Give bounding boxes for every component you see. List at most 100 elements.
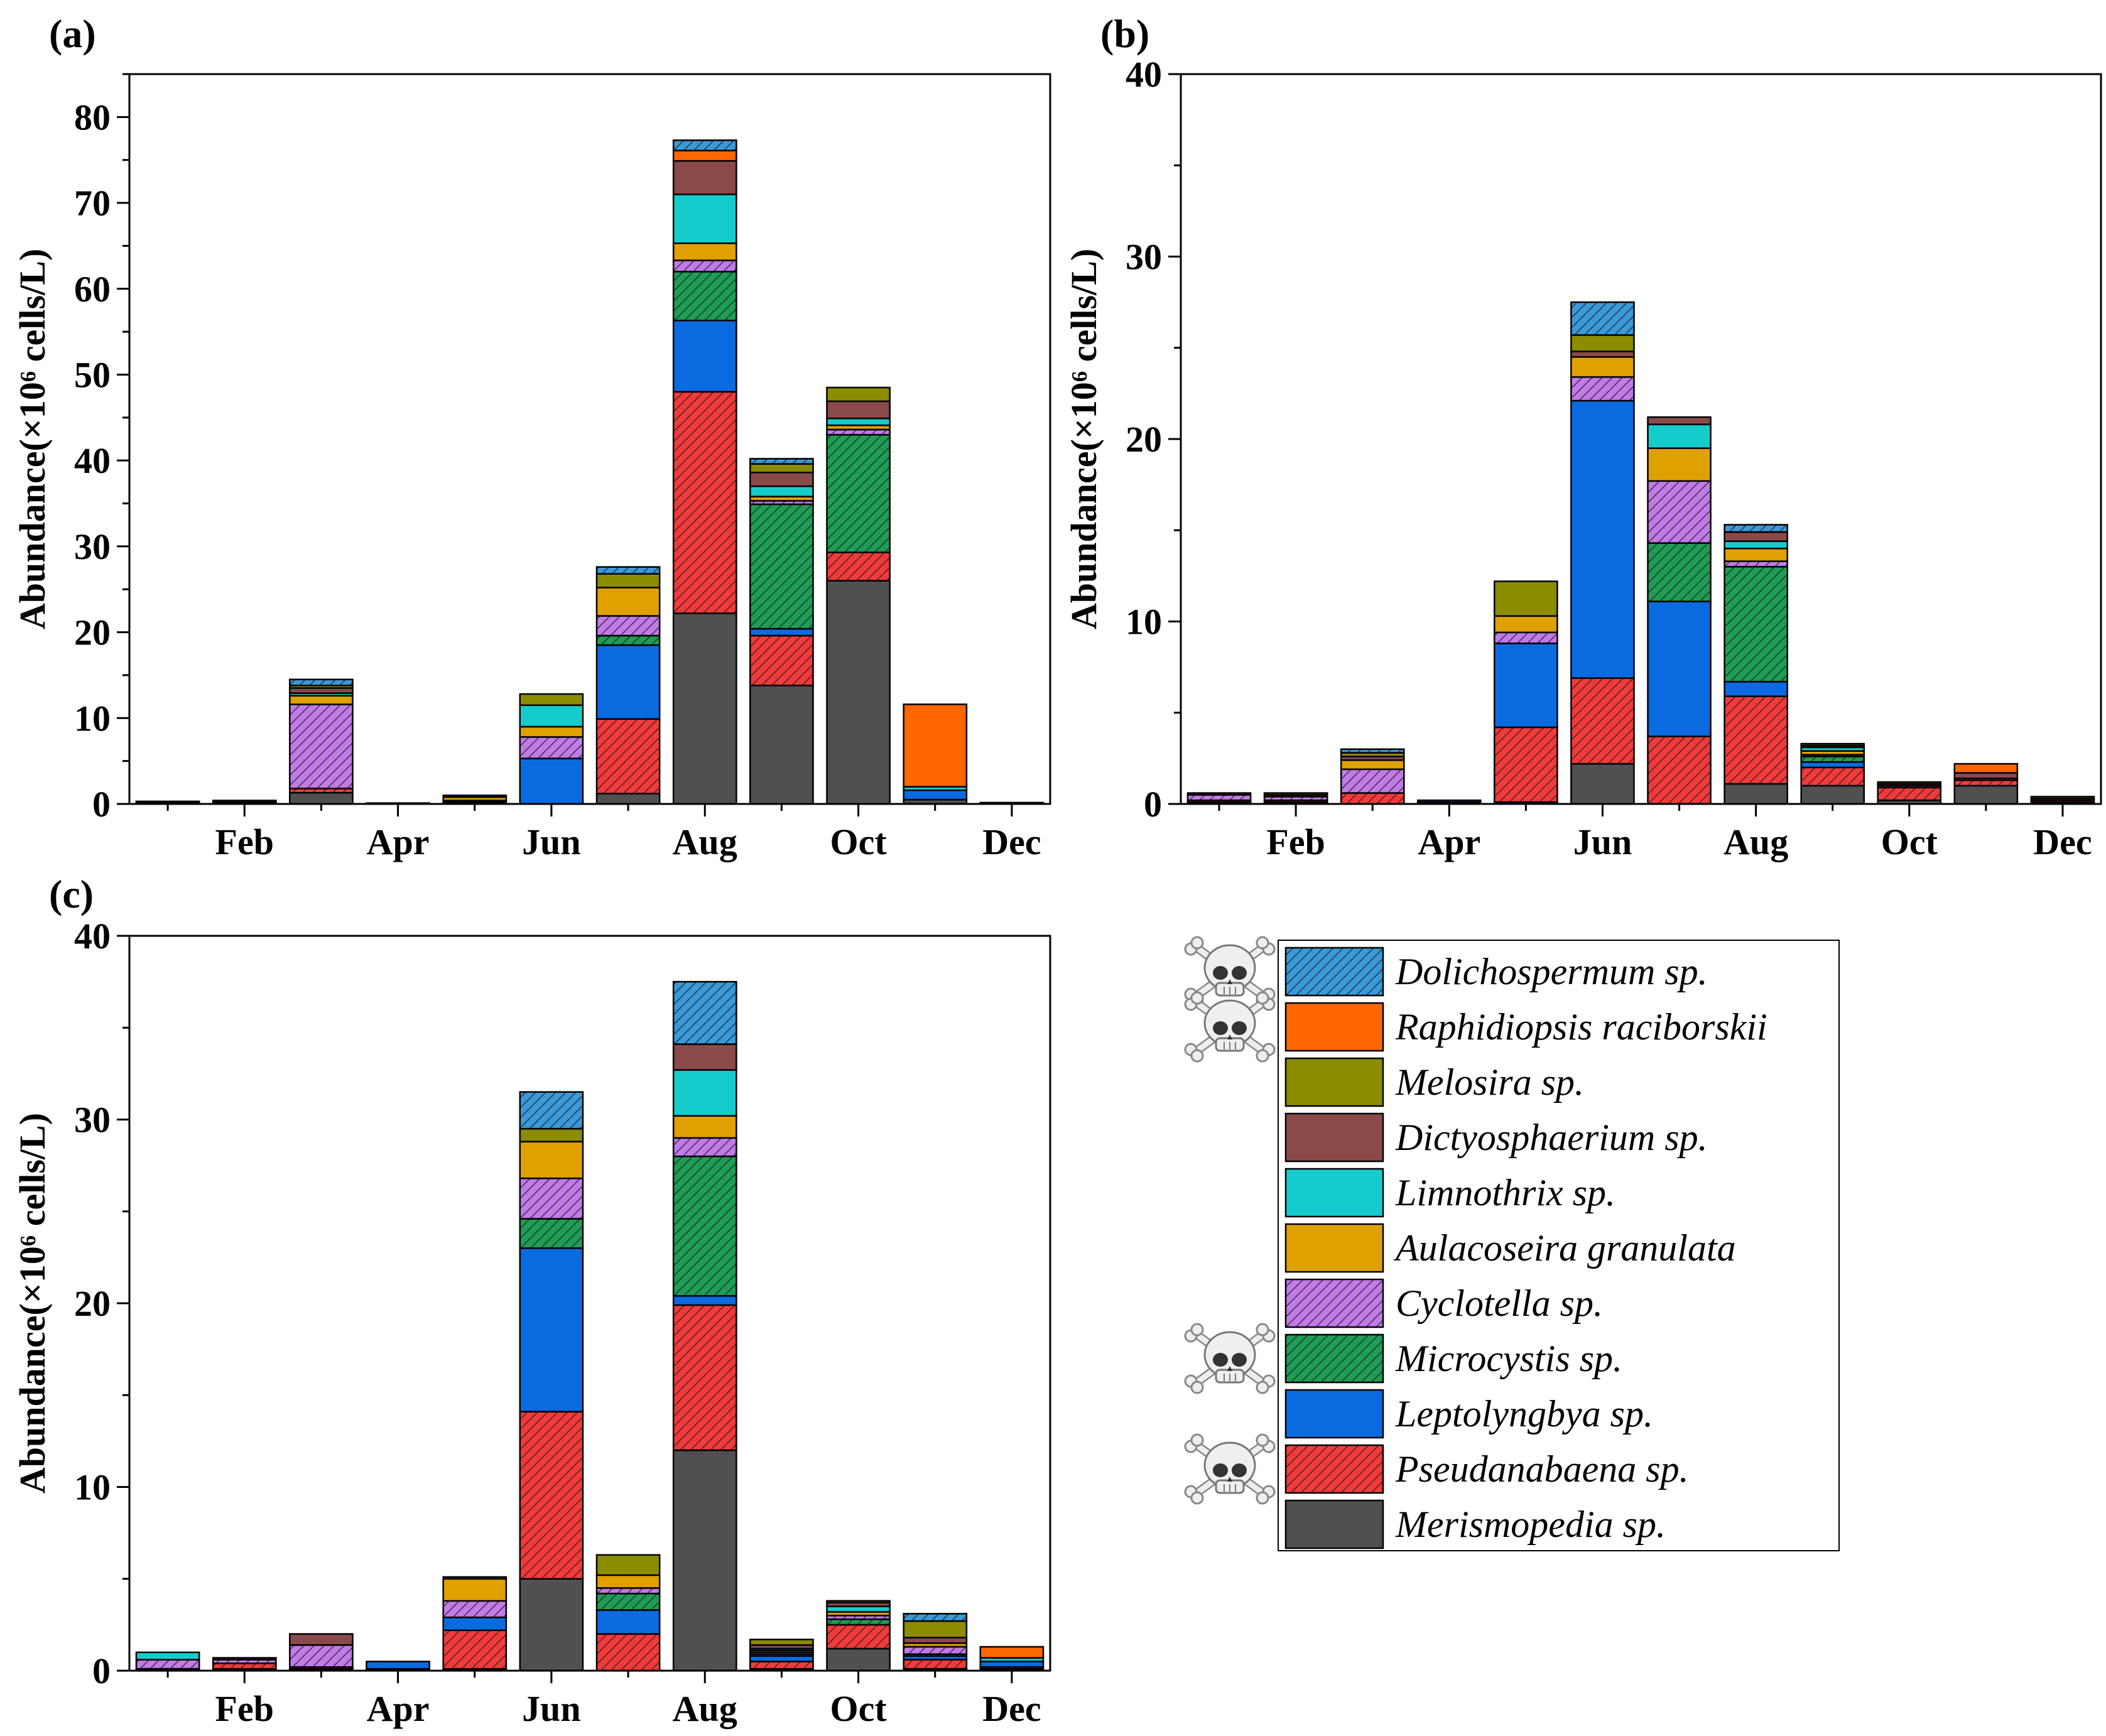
bar-mar-cyclotella-sp	[1340, 768, 1405, 794]
bar-may-leptolyngbya-sp	[442, 1616, 508, 1631]
y-tick-label: 30	[1126, 237, 1162, 278]
y-tick-label: 50	[74, 354, 111, 395]
bar-sep-leptolyngbya-sp	[749, 1655, 814, 1663]
y-tick-label: 20	[74, 612, 111, 653]
bar-apr-leptolyngbya-sp	[366, 1661, 430, 1670]
bar-dec-leptolyngbya-sp	[979, 1661, 1045, 1668]
legend-item-merismopedia-sp: Merismopedia sp.	[1284, 1499, 1666, 1549]
bar-jun-limnothrix-sp	[519, 704, 584, 728]
bar-nov-raphidiopsis-raciborskii	[903, 703, 968, 788]
bar-jun-aulacoseira-granulata	[519, 725, 584, 738]
bar-aug-pseudanabaena-sp	[672, 391, 737, 614]
bar-jun-melosira-sp	[519, 693, 584, 707]
bar-jun-melosira-sp	[1570, 334, 1635, 352]
bar-jul-leptolyngbya-sp	[1647, 600, 1712, 737]
bar-jul-pseudanabaena-sp	[595, 718, 661, 795]
x-tick-label: Feb	[1266, 822, 1325, 862]
y-tick-label: 0	[1144, 784, 1162, 825]
bar-jun-aulacoseira-granulata	[519, 1141, 584, 1180]
bar-mar-cyclotella-sp	[289, 703, 354, 789]
bar-mar-cyclotella-sp	[289, 1644, 354, 1668]
legend-swatch	[1284, 947, 1384, 997]
bar-aug-dolichospermum-sp	[672, 139, 737, 151]
bar-nov-dolichospermum-sp	[903, 1613, 968, 1622]
bar-oct-melosira-sp	[826, 386, 891, 403]
charts: 0 10 20 30 40 50 60 70 80 Feb Apr Jun Aug Oct Dec Abund…	[12, 11, 2102, 1729]
bar-jun-aulacoseira-granulata	[1570, 356, 1635, 378]
bar-jun-leptolyngbya-sp	[519, 1247, 584, 1413]
bar-aug-dictyosphaerium-sp	[672, 160, 737, 195]
bar-jun-cyclotella-sp	[519, 736, 584, 759]
y-tick-label: 0	[92, 1651, 111, 1691]
bar-jul-leptolyngbya-sp	[595, 644, 661, 720]
bar-aug-cyclotella-sp	[672, 1137, 737, 1158]
bar-oct-pseudanabaena-sp	[1877, 786, 1942, 801]
legend-item-raphidiopsis-raciborskii: Raphidiopsis raciborskii	[1284, 1002, 1767, 1052]
legend-item-aulacoseira-granulata: Aulacoseira granulata	[1284, 1223, 1736, 1273]
y-tick-label: 60	[74, 269, 111, 310]
bar-feb-dictyosphaerium-sp	[212, 800, 277, 803]
x-tick-label: Oct	[830, 822, 887, 862]
x-tick-label: Dec	[982, 822, 1041, 862]
x-tick-label: Aug	[673, 1688, 737, 1729]
y-axis-title: Abundance(×10⁶ cells/L)	[1063, 249, 1104, 629]
bar-jul-aulacoseira-granulata	[1647, 447, 1712, 482]
bar-jul-microcystis-sp	[595, 634, 661, 646]
bar-may-melosira-sp	[442, 1576, 508, 1580]
bar-jan-cyclotella-sp	[135, 1659, 200, 1670]
bar-aug-merismopedia-sp	[672, 1449, 737, 1672]
bar-sep-dolichospermum-sp	[749, 458, 814, 465]
bar-may-aulacoseira-granulata	[1494, 615, 1558, 634]
bar-sep-merismopedia-sp	[749, 685, 814, 805]
bar-sep-microcystis-sp	[749, 503, 814, 630]
plot-frame	[128, 935, 1051, 1672]
bar-sep-leptolyngbya-sp	[1800, 761, 1865, 769]
bar-jun-pseudanabaena-sp	[519, 1411, 584, 1580]
bar-mar-aulacoseira-granulata	[1340, 759, 1405, 771]
legend-item-microcystis-sp: Microcystis sp.	[1284, 1333, 1622, 1384]
bar-jul-pseudanabaena-sp	[595, 1633, 661, 1672]
bar-jul-cyclotella-sp	[1647, 480, 1712, 544]
y-tick-label: 20	[1126, 419, 1162, 460]
bar-oct-limnothrix-sp	[826, 417, 891, 426]
bar-jun-leptolyngbya-sp	[1570, 399, 1635, 679]
bar-jun-dolichospermum-sp	[519, 1091, 584, 1130]
legend-swatch	[1284, 1333, 1384, 1384]
bar-jun-cyclotella-sp	[519, 1177, 584, 1220]
y-tick-label: 70	[74, 183, 111, 224]
y-tick-label: 10	[74, 1467, 111, 1508]
y-tick-label: 40	[1126, 54, 1162, 95]
bar-jul-dictyosphaerium-sp	[1647, 416, 1712, 425]
legend-swatch	[1284, 1112, 1384, 1163]
bar-dec-raphidiopsis-raciborskii	[979, 1646, 1045, 1659]
bar-jul-dolichospermum-sp	[595, 566, 661, 575]
bar-jun-cyclotella-sp	[1570, 376, 1635, 402]
bar-may-cyclotella-sp	[442, 1600, 508, 1619]
x-tick-label: Feb	[215, 1688, 274, 1729]
bar-jul-aulacoseira-granulata	[595, 1574, 661, 1589]
bar-nov-leptolyngbya-sp	[903, 789, 968, 801]
bar-jul-leptolyngbya-sp	[595, 1609, 661, 1635]
bar-jul-merismopedia-sp	[595, 793, 661, 805]
legend: Dolichospermum sp. Raphidiopsis raciborsk…	[1184, 936, 1840, 1551]
bar-sep-dictyosphaerium-sp	[749, 472, 814, 487]
legend-label: Aulacoseira granulata	[1393, 1227, 1736, 1269]
bar-oct-pseudanabaena-sp	[826, 551, 891, 582]
bar-jul-melosira-sp	[595, 1554, 661, 1576]
skull-icon	[1184, 1323, 1276, 1394]
bar-jun-microcystis-sp	[519, 1218, 584, 1249]
bar-jul-limnothrix-sp	[1647, 423, 1712, 449]
bar-aug-dictyosphaerium-sp	[1723, 531, 1788, 542]
bar-nov-dictyosphaerium-sp	[1953, 772, 2019, 779]
x-tick-label: Dec	[982, 1688, 1041, 1729]
y-tick-label: 10	[1126, 602, 1162, 643]
skull-icon	[1184, 991, 1276, 1063]
legend-swatch	[1284, 1223, 1384, 1273]
x-tick-label: Dec	[2033, 822, 2092, 862]
skull-icon	[1184, 1433, 1276, 1505]
bar-oct-pseudanabaena-sp	[826, 1624, 891, 1650]
bar-jul-microcystis-sp	[595, 1592, 661, 1611]
y-tick-label: 80	[74, 97, 111, 138]
bar-mar-aulacoseira-granulata	[289, 695, 354, 705]
bar-mar-dolichospermum-sp	[1340, 748, 1405, 754]
